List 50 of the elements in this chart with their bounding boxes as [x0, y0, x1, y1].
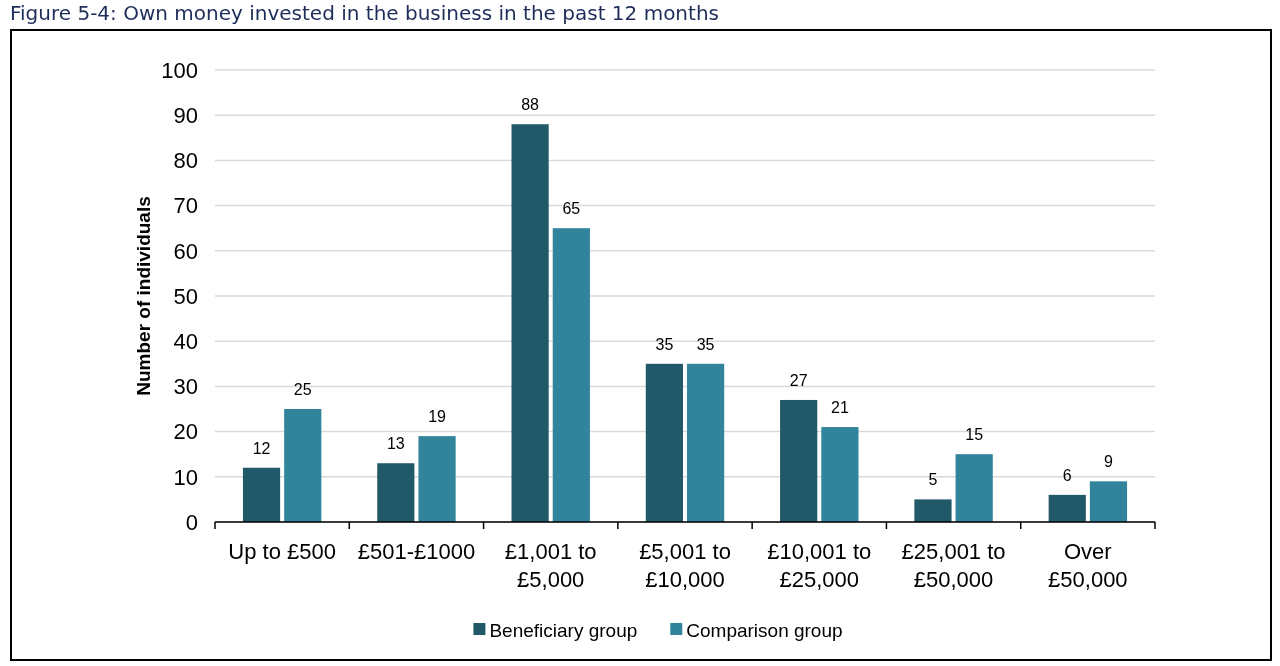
data-label: 88	[521, 96, 540, 114]
data-label: 5	[928, 471, 938, 489]
data-label: 35	[655, 335, 674, 353]
bar	[1089, 481, 1128, 522]
bar	[1048, 494, 1086, 522]
data-label: 12	[252, 439, 271, 457]
legend-label: Beneficiary group	[489, 620, 638, 641]
bar	[418, 436, 456, 522]
y-tick-label: 100	[161, 57, 198, 83]
bar	[552, 228, 590, 522]
bar	[511, 124, 549, 522]
y-tick-label: 10	[173, 464, 198, 490]
data-label: 35	[696, 335, 715, 353]
bar	[284, 409, 322, 522]
data-label: 15	[965, 426, 984, 444]
x-tick-label: Up to £500	[228, 539, 336, 564]
x-tick-label: £501-£1000	[357, 539, 476, 564]
x-tick-label: £25,001 to £50,000	[901, 539, 1006, 592]
data-label: 27	[789, 371, 808, 389]
bar	[780, 399, 818, 522]
data-label: 65	[562, 200, 581, 218]
y-tick-label: 40	[173, 328, 198, 354]
y-tick-label: 60	[173, 238, 198, 264]
y-tick-label: 30	[173, 374, 198, 400]
bar	[955, 454, 993, 522]
data-label: 9	[1104, 453, 1114, 471]
legend-label: Comparison group	[686, 620, 843, 641]
chart-title: Figure 5-4: Own money invested in the business in the past 12 months	[10, 1, 719, 25]
x-tick-label: £1,001 to £5,000	[504, 539, 597, 592]
x-tick-label: Over £50,000	[1048, 539, 1128, 592]
y-tick-label: 70	[173, 193, 198, 219]
bar	[914, 499, 952, 522]
bar	[377, 463, 415, 522]
y-tick-label: 90	[173, 102, 198, 128]
y-tick-label: 80	[173, 148, 198, 174]
data-label: 25	[293, 381, 312, 398]
x-tick-label: £5,001 to £10,000	[639, 539, 731, 592]
y-tick-label: 50	[173, 283, 198, 309]
bar	[242, 467, 281, 522]
bar	[821, 427, 859, 522]
data-label: 19	[428, 408, 447, 426]
data-label: 6	[1062, 466, 1072, 484]
data-label: 21	[831, 399, 849, 417]
y-tick-label: 20	[173, 419, 198, 445]
y-axis-title: Number of individuals	[132, 196, 154, 396]
y-tick-label: 0	[185, 509, 198, 535]
bar	[645, 363, 683, 522]
x-tick-label: £10,001 to £25,000	[767, 539, 872, 592]
bar	[687, 363, 725, 522]
data-label: 13	[386, 435, 405, 453]
